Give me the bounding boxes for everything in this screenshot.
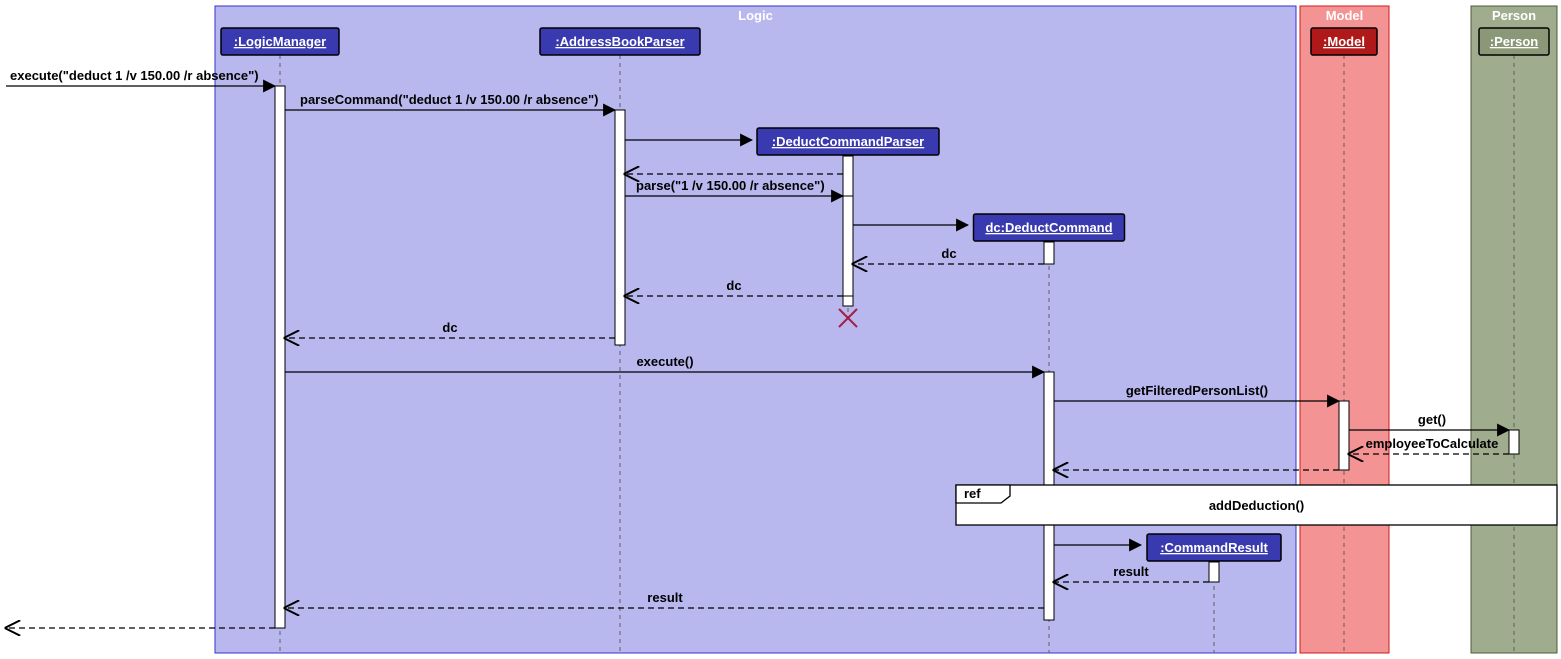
message-label-11: get()	[1418, 412, 1446, 427]
message-label-10: getFilteredPersonList()	[1126, 383, 1268, 398]
message-label-15: result	[1113, 564, 1149, 579]
lifeline-label-deductCommand: dc:DeductCommand	[985, 220, 1112, 235]
region-person-label: Person	[1492, 8, 1536, 23]
lifeline-header-deductCommand: dc:DeductCommand	[974, 214, 1125, 241]
activation-deductCommandParser	[843, 196, 853, 296]
message-label-4: parse("1 /v 150.00 /r absence")	[636, 178, 825, 193]
activation-commandResult	[1209, 562, 1219, 582]
lifeline-header-model: :Model	[1311, 28, 1377, 55]
lifeline-header-person: :Person	[1479, 28, 1549, 55]
message-label-0: execute("deduct 1 /v 150.00 /r absence")	[10, 68, 259, 83]
message-label-7: dc	[726, 278, 741, 293]
lifeline-label-deductCommandParser: :DeductCommandParser	[772, 134, 924, 149]
message-label-12: employeeToCalculate	[1366, 436, 1499, 451]
lifeline-header-deductCommandParser: :DeductCommandParser	[757, 128, 939, 155]
lifeline-label-model: :Model	[1323, 34, 1365, 49]
region-model-label: Model	[1326, 8, 1364, 23]
activation-model	[1339, 401, 1349, 470]
lifeline-label-commandResult: :CommandResult	[1160, 540, 1268, 555]
lifeline-header-logicManager: :LogicManager	[221, 28, 339, 55]
message-label-1: parseCommand("deduct 1 /v 150.00 /r abse…	[300, 92, 598, 107]
ref-frame-text: addDeduction()	[1209, 498, 1304, 513]
message-label-6: dc	[941, 246, 956, 261]
ref-frame-label: ref	[964, 486, 981, 501]
message-label-16: result	[647, 590, 683, 605]
activation-logicManager	[275, 86, 285, 628]
lifeline-label-person: :Person	[1490, 34, 1538, 49]
lifeline-header-commandResult: :CommandResult	[1147, 534, 1281, 561]
lifeline-label-addressBookParser: :AddressBookParser	[555, 34, 684, 49]
message-label-9: execute()	[636, 354, 693, 369]
lifeline-label-logicManager: :LogicManager	[234, 34, 326, 49]
ref-frame: ref addDeduction()	[956, 485, 1557, 525]
activation-addressBookParser	[615, 110, 625, 345]
lifeline-header-addressBookParser: :AddressBookParser	[540, 28, 700, 55]
region-logic-label: Logic	[738, 8, 773, 23]
message-label-8: dc	[442, 320, 457, 335]
activation-person	[1509, 430, 1519, 454]
activation-deductCommand	[1044, 242, 1054, 264]
